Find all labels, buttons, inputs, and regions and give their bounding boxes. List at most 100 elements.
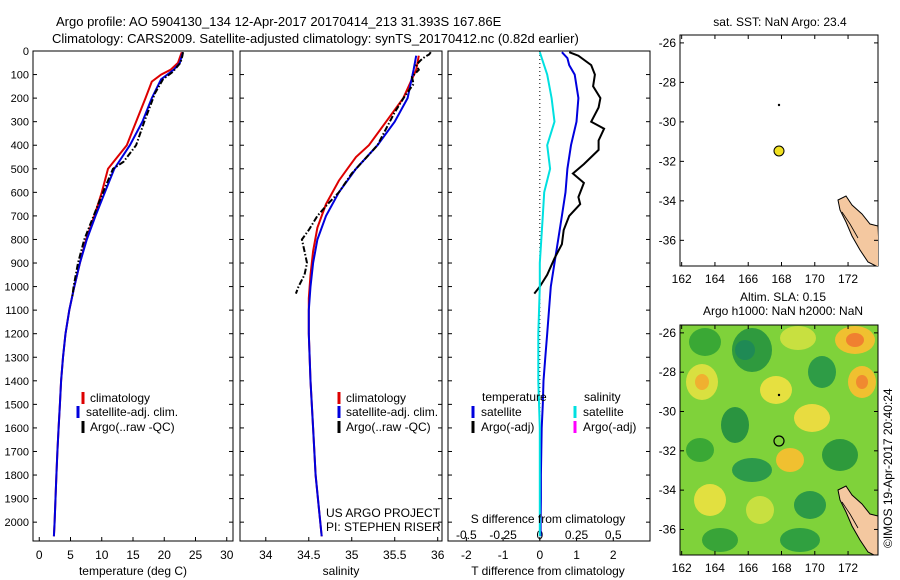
- map-lon-label: 168: [771, 272, 791, 286]
- x-tick-label: 20: [158, 548, 172, 562]
- depth-tick-label: 300: [11, 117, 29, 129]
- sst-map-coast: [777, 103, 878, 266]
- sst-land-mass: [837, 195, 878, 266]
- sst-map-axes: 162 164 166 168 170 172 -26 -28 -30 -32 -34 -36: [659, 35, 878, 286]
- map-lat-label: -30: [659, 115, 677, 129]
- depth-tick-label: 2000: [5, 517, 29, 529]
- temperature-plot: 0 5 10 15 20 25 30: [33, 50, 234, 562]
- map-lat-label: -36: [659, 233, 677, 247]
- legend-label-satellite: satellite-adj. clim.: [86, 405, 178, 419]
- legend-title-salinity: salinity: [584, 390, 621, 404]
- x-tick-label: 2: [610, 548, 617, 562]
- map-lon-label: 162: [672, 561, 692, 575]
- depth-tick-label: 1300: [5, 352, 29, 364]
- depth-tick-label: 400: [11, 140, 29, 152]
- sla-patch: [702, 528, 738, 552]
- sla-patch: [776, 448, 804, 472]
- difference-xlabel: T difference from climatology: [471, 564, 625, 578]
- depth-tick-label: 500: [11, 164, 29, 176]
- difference-plot: -2 -1 0 1 2-0.5 -0.25 0 0.25 0.5: [448, 50, 650, 562]
- sla-patch: [780, 326, 816, 350]
- depth-tick-label: 1000: [5, 282, 29, 294]
- sla-map-title1: Altim. SLA: 0.15: [740, 290, 826, 304]
- series-climatology: [307, 55, 420, 537]
- legend-label-climatology: climatology: [346, 391, 406, 405]
- x-tick-label: 0: [36, 548, 43, 562]
- series-satellite: [307, 55, 418, 537]
- x-tick-label: 30: [220, 548, 234, 562]
- sla-land-mass: [837, 485, 878, 555]
- depth-tick-label: 1400: [5, 376, 29, 388]
- map-lon-label: 170: [805, 272, 825, 286]
- sla-patch: [780, 528, 820, 552]
- depth-tick-label: 1600: [5, 423, 29, 435]
- x-tick-label: 34.5: [297, 548, 321, 562]
- sla-patch: [686, 438, 714, 462]
- map-lon-label: 164: [705, 561, 725, 575]
- legend-label-s-argo: Argo(-adj): [583, 420, 636, 434]
- sla-patch: [695, 374, 709, 390]
- series-argo: [71, 52, 184, 297]
- depth-tick-label: 1500: [5, 399, 29, 411]
- map-lon-label: 166: [738, 561, 758, 575]
- difference-xlabel-top: S difference from climatology: [471, 512, 626, 526]
- sst-island-dot: [777, 103, 781, 107]
- map-lon-label: 170: [805, 561, 825, 575]
- x-tick-label: 35.5: [383, 548, 407, 562]
- map-lat-label: -28: [659, 75, 677, 89]
- sst-coast-line: [841, 211, 859, 239]
- temperature-legend: climatology satellite-adj. clim. Argo(..…: [76, 391, 178, 434]
- series-argo: [294, 51, 432, 294]
- legend-label-argo: Argo(..raw -QC): [346, 420, 431, 434]
- series-satellite: [52, 51, 184, 537]
- map-lon-label: 172: [838, 272, 858, 286]
- sla-island-dot: [777, 393, 781, 397]
- x-tick-label: 34: [259, 548, 273, 562]
- sla-patch: [794, 404, 830, 432]
- legend-label-climatology: climatology: [90, 391, 150, 405]
- sst-map-title: sat. SST: NaN Argo: 23.4: [713, 15, 847, 29]
- credit-pi: PI: STEPHEN RISER: [326, 520, 441, 534]
- sla-field: [680, 325, 878, 555]
- sla-map-title2: Argo h1000: NaN h2000: NaN: [703, 304, 863, 318]
- x-tick-label: 5: [67, 548, 74, 562]
- depth-tick-label: 1700: [5, 446, 29, 458]
- map-lon-label: 168: [771, 561, 791, 575]
- map-lon-label: 166: [738, 272, 758, 286]
- map-lat-label: -34: [659, 194, 677, 208]
- map-lat-label: -34: [659, 483, 677, 497]
- sla-patch: [689, 328, 721, 356]
- sla-patch: [694, 484, 726, 516]
- depth-tick-label: 200: [11, 93, 29, 105]
- x-tick-label: 25: [189, 548, 203, 562]
- depth-tick-labels: 0 100 200 300 400 500 600 700 800 900 1000 1100 1200…: [5, 46, 29, 529]
- depth-tick-label: 1800: [5, 470, 29, 482]
- imos-stamp: ©IMOS 19-Apr-2017 20:40:24: [881, 388, 895, 548]
- salinity-axes: [239, 50, 443, 542]
- sst-float-marker: [773, 145, 785, 157]
- sla-float-marker: [773, 435, 785, 447]
- map-lon-label: 164: [705, 272, 725, 286]
- series-s-satellite: [537, 51, 556, 537]
- depth-tick-label: 1200: [5, 329, 29, 341]
- map-lat-label: -26: [659, 326, 677, 340]
- s-tick-label: -0.5: [456, 528, 477, 542]
- legend-label-t-satellite: satellite: [481, 405, 522, 419]
- x-tick-label: 1: [573, 548, 580, 562]
- x-tick-label: -1: [498, 548, 509, 562]
- series-t-argo: [533, 51, 606, 295]
- sla-coast-line: [841, 501, 859, 529]
- salinity-legend: climatology satellite-adj. clim. Argo(..…: [337, 391, 438, 434]
- sla-patch: [794, 491, 826, 519]
- sla-patch: [735, 340, 755, 360]
- temperature-axes: [32, 50, 234, 542]
- depth-tick-label: 100: [11, 70, 29, 82]
- series-t-satellite: [539, 51, 580, 537]
- legend-label-s-satellite: satellite: [583, 405, 624, 419]
- depth-tick-label: 0: [23, 46, 29, 58]
- sla-patch: [846, 333, 864, 347]
- sla-patch: [760, 376, 792, 404]
- legend-title-temperature: temperature: [482, 390, 547, 404]
- salinity-xlabel: salinity: [323, 564, 360, 578]
- difference-legend: temperature salinity satellite Argo(-adj…: [471, 390, 636, 434]
